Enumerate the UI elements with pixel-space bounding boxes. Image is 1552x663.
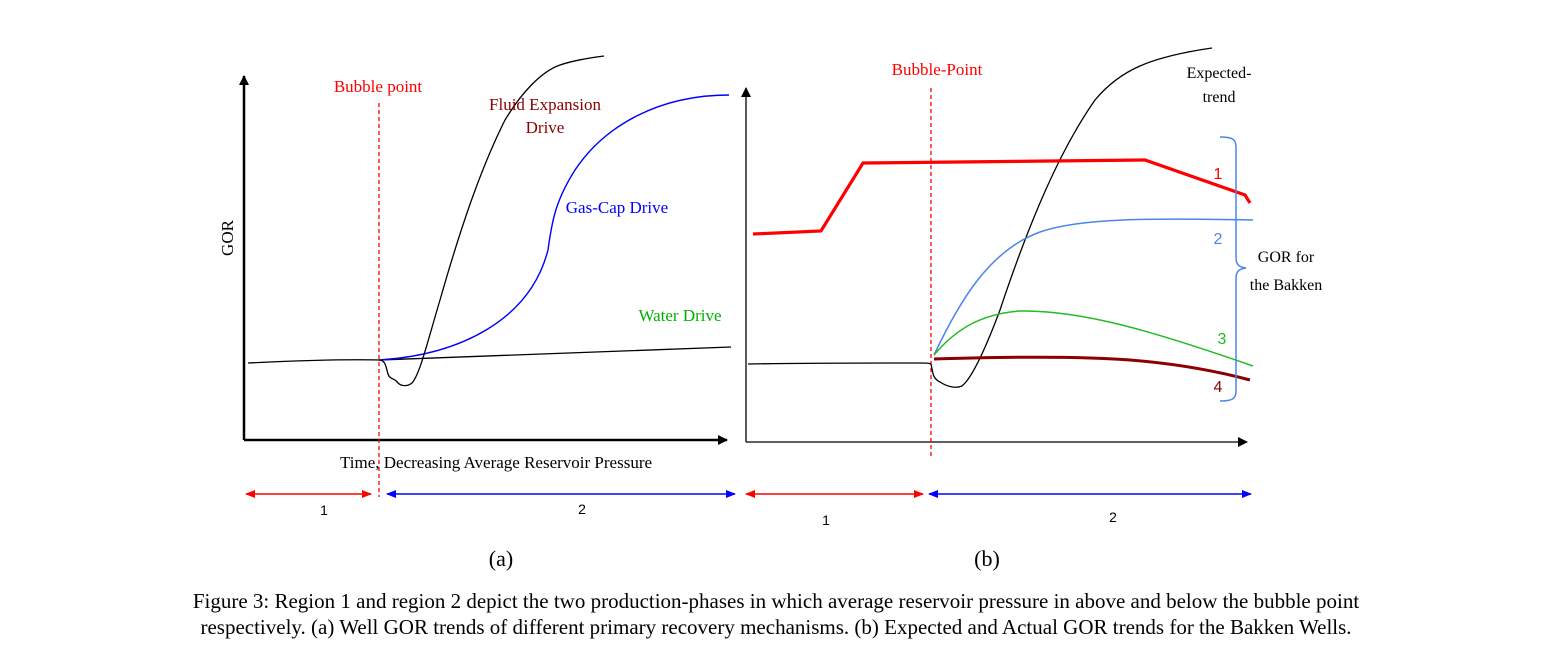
panel-a-region-2-label: 2 [578,501,586,517]
panel-b: Bubble-Point Expected- trend 1 2 3 4 GOR… [741,47,1322,571]
panel-a-region-1-label: 1 [320,502,328,518]
panel-b-curve-2-number: 2 [1214,231,1223,248]
panel-a-gas-cap-label: Gas-Cap Drive [566,198,668,217]
figure-canvas: Bubble point Fluid Expansion Drive Gas-C… [218,47,1322,571]
panel-a-bubble-point-label: Bubble point [334,77,423,96]
panel-b-curve-4-number: 4 [1214,379,1223,396]
panel-b-expected-trend-label: Expected- [1187,65,1252,82]
panel-b-expected-trend-label-2: trend [1203,89,1236,106]
panel-b-sublabel: (b) [974,546,1000,571]
panel-a-fluid-expansion-label-2: Drive [526,118,565,137]
panel-b-bakken-curve-4 [933,355,1251,382]
panel-b-bracket-label: GOR for [1258,249,1315,266]
panel-a-fluid-expansion-curve [378,55,605,387]
panel-b-region-1-label: 1 [822,512,830,528]
panel-a-gas-cap-curve [378,94,730,361]
panel-a: Bubble point Fluid Expansion Drive Gas-C… [218,55,736,571]
panel-a-x-axis-label: Time, Decreasing Average Reservoir Press… [340,453,652,472]
panel-b-region-2-label: 2 [1109,509,1117,525]
panel-b-gor-bracket [1219,136,1247,402]
panel-b-bakken-curve-3 [933,310,1254,367]
panel-b-bakken-curve-1 [752,158,1252,236]
panel-b-bubble-point-label: Bubble-Point [892,60,983,79]
panel-a-y-axis-label: GOR [218,219,237,256]
panel-b-curve-3-number: 3 [1218,331,1227,348]
panel-b-expected-trend-curve [930,47,1213,388]
figure-caption-line-2: respectively. (a) Well GOR trends of dif… [200,615,1352,639]
figure-caption: Figure 3: Region 1 and region 2 depict t… [0,588,1552,640]
figure-caption-line-1: Figure 3: Region 1 and region 2 depict t… [192,589,1360,613]
panel-b-bracket-label-2: the Bakken [1250,277,1322,294]
panel-b-baseline-curve [747,362,932,365]
panel-b-bakken-curve-2 [933,218,1254,356]
panel-b-curve-1-number: 1 [1214,166,1223,183]
panel-a-fluid-expansion-label: Fluid Expansion [489,95,601,114]
panel-a-water-drive-label: Water Drive [638,306,721,325]
panel-a-sublabel: (a) [489,546,513,571]
panel-a-water-drive-curve [247,346,732,364]
